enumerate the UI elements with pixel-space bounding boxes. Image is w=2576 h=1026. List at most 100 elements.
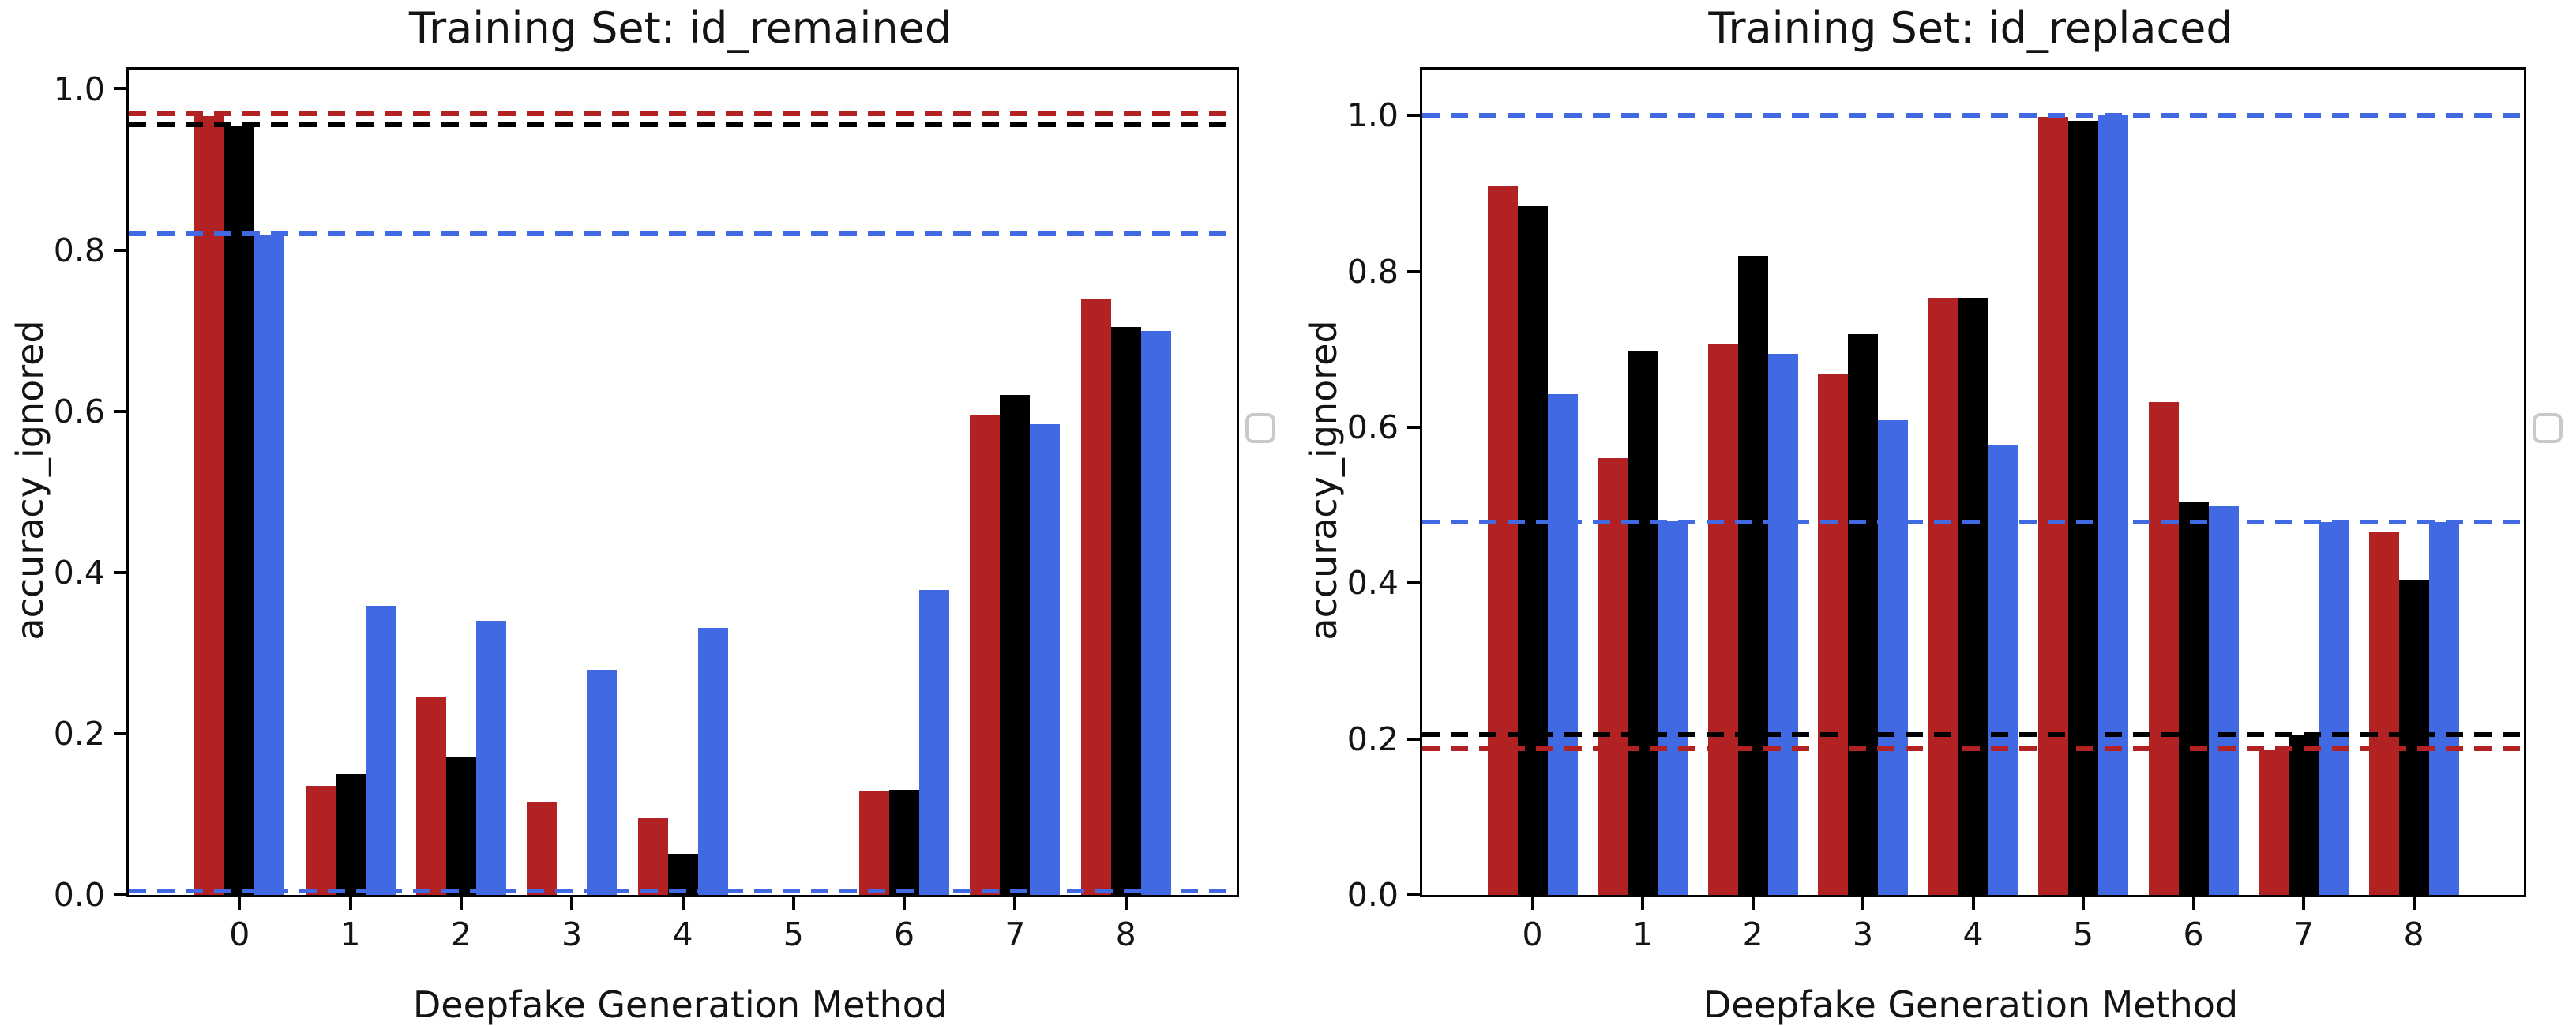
x-tick-label: 3 (1852, 915, 1874, 953)
dashed-line-4169e1 (129, 888, 1237, 893)
x-tick-mark (459, 897, 463, 910)
bar-black-2 (445, 757, 476, 895)
x-tick-label: 0 (1522, 915, 1543, 953)
x-tick-label: 2 (450, 915, 471, 953)
bar-blue-3 (587, 670, 618, 895)
bar-blue-2 (475, 621, 506, 895)
bar-black-7 (2289, 735, 2319, 895)
bar-blue-0 (254, 235, 285, 895)
x-tick-label: 6 (894, 915, 915, 953)
y-tick-mark (114, 87, 126, 91)
bar-blue-8 (1140, 330, 1171, 895)
bar-blue-1 (365, 605, 396, 895)
x-tick-mark (1013, 897, 1017, 910)
x-tick-label: 2 (1742, 915, 1763, 953)
bar-red-6 (859, 791, 890, 895)
y-tick-mark (1407, 893, 1420, 896)
bar-red-5 (2038, 117, 2068, 895)
x-tick-mark (348, 897, 352, 910)
dashed-line-000000 (129, 122, 1237, 128)
y-tick-label: 0.2 (1346, 720, 1399, 758)
chart-id-replaced: Training Set: id_replaced accuracy_ignor… (1302, 3, 2563, 1026)
x-tick-mark (2412, 897, 2416, 910)
x-tick-mark (570, 897, 574, 910)
x-tick-mark (791, 897, 795, 910)
chart-title: Training Set: id_remained (408, 3, 952, 53)
x-tick-label: 3 (561, 915, 583, 953)
x-tick-mark (1124, 897, 1128, 910)
chart-id-remained: Training Set: id_remained accuracy_ignor… (9, 3, 1275, 1026)
x-tick-label: 5 (783, 915, 804, 953)
bar-red-6 (2148, 402, 2179, 895)
x-tick-label: 6 (2183, 915, 2204, 953)
bar-blue-1 (1658, 521, 1688, 895)
bar-red-3 (527, 802, 558, 895)
bar-black-2 (1737, 255, 1768, 895)
bar-black-3 (1848, 333, 1878, 895)
chart-title: Training Set: id_replaced (1708, 3, 2233, 53)
bar-black-8 (2398, 580, 2429, 895)
y-tick-label: 1.0 (53, 70, 105, 108)
bar-black-7 (1000, 395, 1031, 895)
y-tick-mark (114, 731, 126, 735)
x-tick-mark (1641, 897, 1644, 910)
y-tick-mark (114, 248, 126, 252)
y-tick-label: 0.0 (53, 876, 105, 914)
bar-black-8 (1110, 326, 1141, 895)
figure: Training Set: id_remained accuracy_ignor… (9, 3, 2563, 1026)
x-tick-mark (681, 897, 685, 910)
x-tick-mark (1861, 897, 1864, 910)
y-tick-mark (1407, 114, 1420, 118)
bar-blue-7 (2319, 522, 2349, 895)
dashed-line-b22222 (129, 111, 1237, 117)
dashed-line-b22222 (1422, 746, 2524, 752)
bar-blue-6 (919, 590, 950, 895)
dashed-line-4169e1 (1422, 113, 2524, 118)
bar-black-1 (1628, 351, 1658, 895)
bar-blue-0 (1547, 393, 1578, 895)
bar-black-5 (2068, 121, 2098, 895)
bar-black-6 (889, 790, 920, 895)
y-tick-label: 0.8 (1346, 252, 1399, 291)
x-tick-label: 8 (2403, 915, 2424, 953)
dashed-line-000000 (1422, 731, 2524, 737)
y-tick-label: 0.2 (53, 714, 105, 753)
bar-blue-6 (2208, 505, 2239, 895)
x-tick-mark (1751, 897, 1755, 910)
y-tick-label: 0.4 (53, 553, 105, 592)
x-tick-label: 5 (2072, 915, 2094, 953)
y-tick-mark (114, 409, 126, 413)
y-tick-label: 0.0 (1346, 876, 1399, 914)
bar-black-6 (2178, 501, 2209, 895)
bar-red-0 (1487, 186, 1518, 895)
bar-blue-4 (697, 628, 728, 895)
y-tick-label: 0.4 (1346, 564, 1399, 603)
x-tick-label: 7 (1004, 915, 1026, 953)
y-tick-mark (114, 893, 126, 896)
bar-red-1 (305, 786, 336, 895)
legend-placeholder-box (2533, 413, 2563, 443)
x-tick-mark (2302, 897, 2305, 910)
bar-black-0 (1517, 205, 1548, 895)
y-tick-label: 0.6 (53, 392, 105, 430)
bar-black-4 (667, 853, 698, 895)
bar-red-1 (1598, 458, 1628, 895)
x-tick-mark (2082, 897, 2085, 910)
bar-red-7 (970, 415, 1001, 895)
x-tick-label: 1 (1632, 915, 1654, 953)
bar-red-3 (1818, 374, 1848, 895)
plot-area: 0.0 0.2 0.4 0.6 0.8 1.0 0 1 2 3 4 5 6 7 8 (1347, 67, 2526, 953)
y-tick-label: 1.0 (1346, 96, 1399, 135)
dashed-line-4169e1 (129, 231, 1237, 237)
y-tick-mark (1407, 581, 1420, 585)
dashed-line-4169e1 (1422, 520, 2524, 525)
bar-blue-7 (1030, 424, 1061, 895)
y-tick-mark (114, 570, 126, 574)
x-tick-label: 1 (340, 915, 361, 953)
plot-area: 0.0 0.2 0.4 0.6 0.8 1.0 0 1 2 3 4 5 6 7 8 (54, 67, 1239, 953)
x-tick-mark (903, 897, 907, 910)
legend-placeholder-box (1245, 413, 1275, 443)
y-tick-mark (1407, 425, 1420, 429)
bar-blue-3 (1878, 420, 1908, 895)
x-tick-label: 4 (1962, 915, 1984, 953)
